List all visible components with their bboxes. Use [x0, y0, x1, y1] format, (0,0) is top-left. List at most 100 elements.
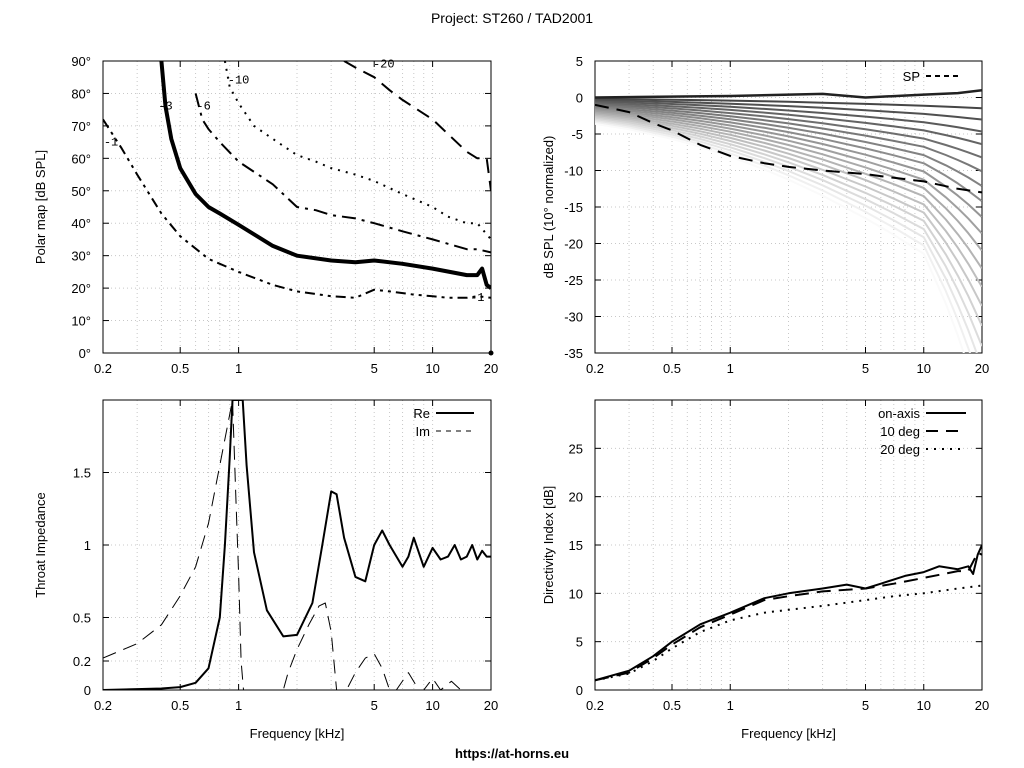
angle-response-curve	[595, 107, 982, 202]
x-tick-label: 0.2	[94, 698, 112, 713]
spl-panel: 0.2 0.5 1 5 10 20 -35 -30 -25 -20 -15 -10 -5 0 5 dB SPL…	[541, 54, 989, 376]
angle-response-curve	[595, 97, 982, 110]
series-line-im	[103, 400, 491, 690]
y-tick-label: -20	[564, 237, 583, 252]
impedance-y-axis-label: Throat Impedance	[33, 492, 48, 598]
y-tick-label: 1.5	[73, 466, 91, 481]
polar-panel: 0.2 0.5 1 5 10 20 0° 10° 20° 30° 40° 50° 60° 70° 80° 90…	[33, 54, 498, 376]
x-tick-label: 0.2	[586, 698, 604, 713]
y-tick-label: 20	[569, 490, 583, 505]
contour-label: -10	[228, 74, 250, 88]
series-line-sp	[595, 103, 982, 194]
y-tick-label: -25	[564, 273, 583, 288]
contour-line-minus1	[103, 118, 491, 299]
directivity-y-axis-label: Directivity Index [dB]	[541, 486, 556, 605]
y-tick-label: -35	[564, 346, 583, 361]
legend-label-20-deg: 20 deg	[880, 442, 920, 457]
y-tick-label: 0	[576, 683, 583, 698]
angle-response-curve	[595, 106, 982, 187]
x-tick-label: 20	[484, 698, 498, 713]
x-tick-label: 20	[975, 361, 989, 376]
y-tick-label: 5	[576, 54, 583, 69]
polar-y-axis-label: Polar map [dB SPL]	[33, 150, 48, 264]
angle-response-curve	[595, 117, 982, 327]
x-tick-label: 1	[727, 361, 734, 376]
angle-response-curve	[595, 113, 982, 270]
angle-response-curve	[595, 121, 971, 353]
angle-response-curve	[595, 122, 965, 353]
x-tick-label: 0.5	[663, 361, 681, 376]
series-line-10-deg	[595, 551, 982, 682]
x-tick-label: 0.5	[171, 361, 189, 376]
legend-label-10-deg: 10 deg	[880, 424, 920, 439]
x-tick-label: 10	[425, 361, 439, 376]
x-tick-label: 5	[862, 361, 869, 376]
x-tick-label: 1	[727, 698, 734, 713]
polar-frame	[102, 60, 492, 354]
x-tick-label: 1	[235, 361, 242, 376]
impedance-plot-area	[103, 400, 491, 690]
spl-legend: SP	[903, 69, 962, 84]
angle-response-curve	[595, 111, 982, 252]
corner-marker	[488, 350, 494, 356]
y-tick-label: 5	[576, 635, 583, 650]
series-line-20-deg	[595, 584, 982, 682]
page-title: Project: ST260 / TAD2001	[431, 10, 593, 26]
x-tick-label: 20	[484, 361, 498, 376]
legend-label-on-axis: on-axis	[878, 406, 920, 421]
legend-label-re: Re	[413, 406, 430, 421]
y-tick-label: 25	[569, 441, 583, 456]
y-tick-label: 15	[569, 538, 583, 553]
footer-url[interactable]: https://at-horns.eu	[455, 746, 569, 761]
contour-line-minus6	[194, 93, 491, 254]
spl-y-axis-label: dB SPL (10° normalized)	[541, 136, 556, 279]
angle-response-curve	[595, 99, 982, 121]
y-tick-label: 30°	[71, 249, 91, 264]
angle-response-curve	[595, 100, 982, 133]
y-tick-label: 60°	[71, 151, 91, 166]
x-tick-label: 20	[975, 698, 989, 713]
angle-response-curve	[595, 103, 982, 159]
y-tick-label: 40°	[71, 216, 91, 231]
y-tick-label: -10	[564, 164, 583, 179]
x-tick-label: 0.5	[171, 698, 189, 713]
directivity-plot-area	[595, 544, 982, 682]
y-tick-label: 80°	[71, 86, 91, 101]
y-tick-label: -30	[564, 310, 583, 325]
x-tick-label: 0.5	[663, 698, 681, 713]
x-tick-label: 1	[235, 698, 242, 713]
contour-line-minus3	[159, 61, 491, 290]
angle-response-curve	[595, 115, 982, 307]
x-tick-label: 10	[425, 698, 439, 713]
angle-response-curve	[595, 110, 982, 235]
reference-curve	[595, 88, 982, 99]
contour-label: -20	[373, 57, 395, 71]
y-tick-label: 90°	[71, 54, 91, 69]
contour-label: -6	[196, 100, 210, 114]
contour-line-minus20	[343, 61, 491, 191]
y-tick-label: -15	[564, 200, 583, 215]
y-tick-label: 70°	[71, 119, 91, 134]
series-line-on-axis	[595, 544, 982, 682]
y-tick-label: 0	[576, 91, 583, 106]
y-tick-label: -5	[571, 127, 583, 142]
impedance-legend: Re Im	[413, 406, 474, 439]
legend-label-sp: SP	[903, 69, 920, 84]
angle-response-curve	[595, 108, 982, 218]
y-tick-label: 0	[84, 683, 91, 698]
directivity-legend: on-axis 10 deg 20 deg	[878, 406, 966, 457]
angle-response-curve	[595, 102, 982, 146]
y-tick-label: 0.2	[73, 654, 91, 669]
x-tick-label: 5	[371, 698, 378, 713]
x-tick-label: 0.2	[94, 361, 112, 376]
x-tick-label: 10	[917, 361, 931, 376]
y-tick-label: 10°	[71, 314, 91, 329]
x-tick-label: 5	[862, 698, 869, 713]
contour-label: -1	[470, 291, 484, 305]
y-tick-label: 0.5	[73, 611, 91, 626]
series-line-re	[103, 400, 491, 690]
spl-plot-area	[595, 88, 982, 353]
